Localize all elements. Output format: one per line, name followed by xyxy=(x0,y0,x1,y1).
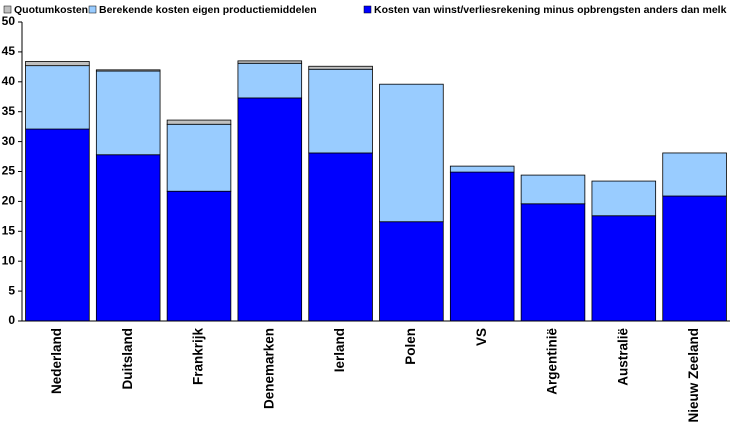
bar-segment xyxy=(520,203,586,322)
bar-segment xyxy=(237,60,303,64)
bar-segment xyxy=(237,62,303,99)
bar-segment xyxy=(308,65,373,70)
x-tick-label: Nederland xyxy=(49,328,64,394)
y-tick-label: 35 xyxy=(2,104,16,118)
bar-segment xyxy=(449,165,515,173)
bar-segment xyxy=(591,215,657,322)
x-tick-label: Frankrijk xyxy=(191,328,206,386)
bar-segment xyxy=(95,154,161,322)
bar-segment xyxy=(591,180,657,217)
x-tick-label: Polen xyxy=(403,328,418,365)
bar-segment xyxy=(308,152,373,322)
y-tick-label: 20 xyxy=(2,194,16,208)
x-tick-label: VS xyxy=(474,328,489,346)
legend-label: Kosten van winst/verliesrekening minus o… xyxy=(374,4,727,16)
x-tick-label: Argentinië xyxy=(545,328,560,395)
legend-swatch xyxy=(3,5,12,14)
x-tick-label: Denemarken xyxy=(261,328,276,409)
bar-segment xyxy=(25,65,90,130)
bar-segment xyxy=(166,190,232,322)
x-tick-label: Duitsland xyxy=(120,328,135,390)
bar-segment xyxy=(520,174,586,205)
bar-segment xyxy=(25,128,90,322)
x-tick-label: Ierland xyxy=(332,328,347,372)
y-tick-label: 10 xyxy=(2,253,16,267)
y-tick-label: 40 xyxy=(2,74,16,88)
legend-label: Quotumkosten xyxy=(14,4,88,16)
bar-segment xyxy=(95,70,161,156)
bar-segment xyxy=(237,97,303,322)
x-tick-label: Australië xyxy=(615,328,630,386)
y-tick-label: 5 xyxy=(8,283,15,297)
y-tick-label: 15 xyxy=(2,223,16,237)
x-tick-label: Nieuw Zeeland xyxy=(686,328,701,423)
legend-swatch xyxy=(363,5,372,14)
bar-segment xyxy=(308,68,373,154)
y-tick-label: 50 xyxy=(2,14,16,28)
y-tick-label: 25 xyxy=(2,164,16,178)
bar-segment xyxy=(95,69,161,72)
bar-segment xyxy=(166,119,232,125)
bar-segment xyxy=(662,195,727,322)
bar-segment xyxy=(25,61,90,67)
bar-segment xyxy=(449,171,515,322)
y-tick-label: 0 xyxy=(8,313,15,327)
bar-segment xyxy=(662,152,727,197)
bar-segment xyxy=(166,123,232,192)
y-tick-label: 30 xyxy=(2,134,16,148)
legend-swatch xyxy=(88,5,97,14)
bar-segment xyxy=(379,83,444,223)
bar-segment xyxy=(379,221,444,322)
legend-label: Berekende kosten eigen productiemiddelen xyxy=(99,4,317,16)
y-tick-label: 45 xyxy=(2,44,16,58)
